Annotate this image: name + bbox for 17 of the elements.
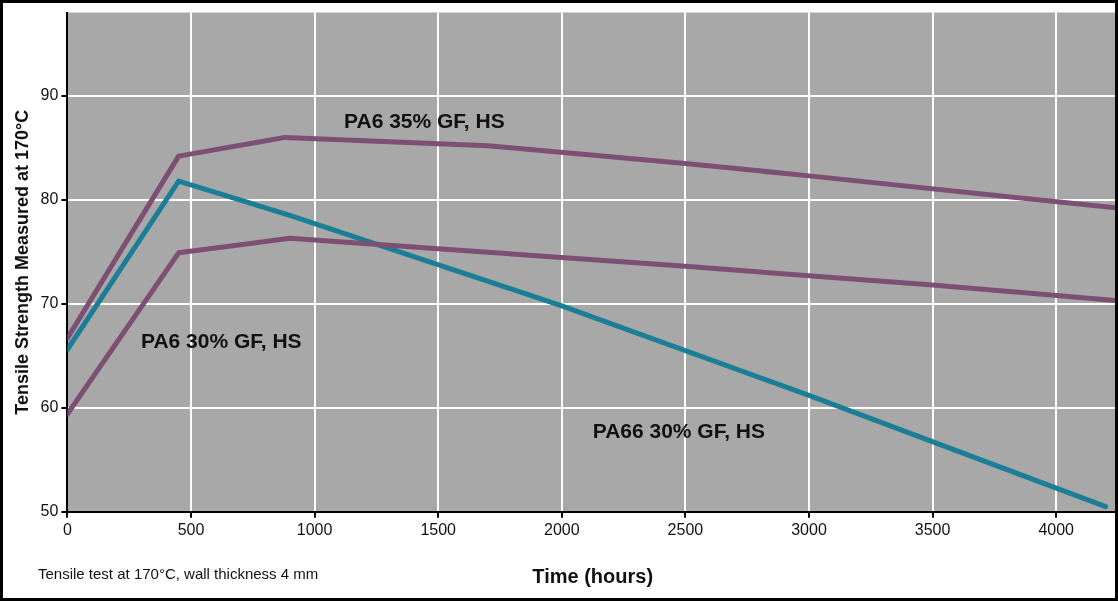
- y-tick-label: 80: [40, 190, 59, 208]
- x-tick-label: 1500: [420, 520, 457, 538]
- x-axis-title: Time (hours): [532, 564, 654, 587]
- y-tick-label: 70: [40, 294, 59, 312]
- x-tick-label: 2000: [544, 520, 580, 538]
- y-axis-title: Tensile Strength Measured at 170°C: [11, 109, 32, 415]
- x-tick-label: 3000: [791, 520, 827, 538]
- y-tick-label: 60: [40, 398, 59, 416]
- x-tick-label: 2500: [667, 520, 704, 538]
- x-tick-label: 3500: [914, 520, 951, 538]
- y-tick-label: 90: [40, 86, 59, 104]
- x-tick-label: 500: [177, 520, 205, 538]
- x-tick-label: 1000: [296, 520, 333, 538]
- x-tick-label: 4000: [1038, 520, 1075, 538]
- y-tick-label: 50: [40, 502, 59, 520]
- text: Tensile test at 170°C, wall thickness 4 mm: [38, 565, 319, 583]
- x-tick-label: 0: [62, 520, 72, 538]
